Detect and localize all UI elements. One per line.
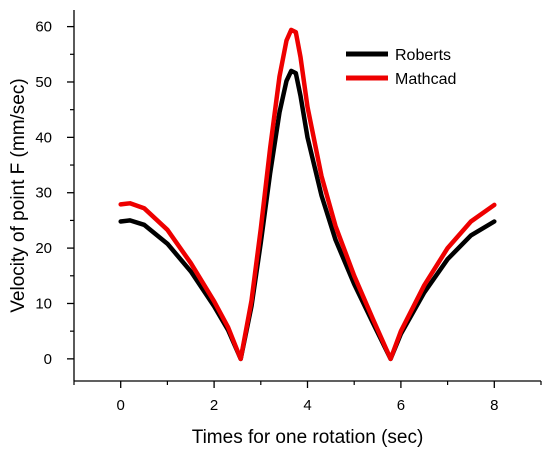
y-tick-label: 10 [35, 295, 52, 312]
x-tick-label: 4 [303, 397, 311, 414]
y-axis-label: Velocity of point F (mm/sec) [8, 78, 29, 312]
x-tick-label: 8 [490, 397, 498, 414]
y-tick-label: 40 [35, 129, 52, 146]
x-axis-label: Times for one rotation (sec) [192, 427, 424, 448]
y-tick-label: 50 [35, 74, 52, 91]
plot-lines [118, 27, 497, 362]
tick-labels: 0 2 4 6 8 0 10 20 30 40 50 60 [35, 19, 498, 414]
y-tick-label: 30 [35, 185, 52, 202]
x-tick-label: 2 [210, 397, 218, 414]
x-tick-label: 6 [397, 397, 405, 414]
legend: Roberts Mathcad [346, 47, 456, 88]
y-tick-label: 0 [44, 351, 52, 368]
axes [73, 10, 541, 382]
legend-label-roberts: Roberts [395, 47, 451, 64]
y-tick-label: 20 [35, 240, 52, 257]
series-line-mathcad [118, 27, 497, 362]
x-tick-label: 0 [117, 397, 125, 414]
y-tick-label: 60 [35, 19, 52, 36]
tick-marks [67, 25, 542, 388]
legend-label-mathcad: Mathcad [395, 71, 456, 88]
